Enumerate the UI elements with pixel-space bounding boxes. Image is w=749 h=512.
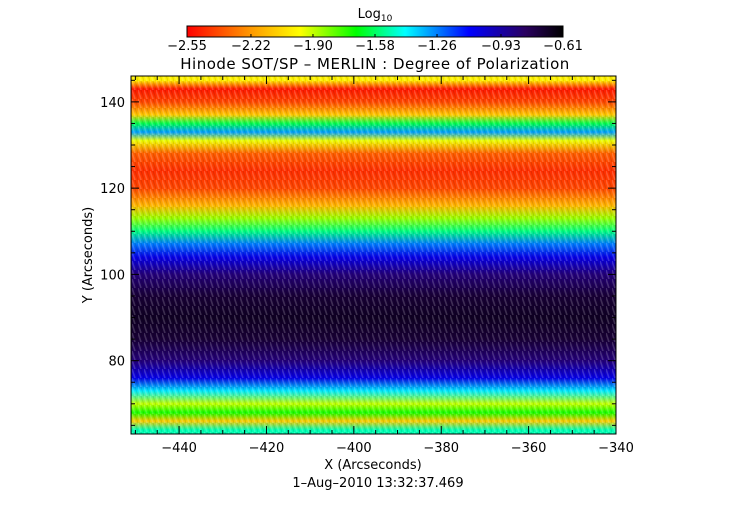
y-tick-label: 100 (100, 268, 125, 283)
heatmap-texture (131, 76, 616, 434)
y-tick-label: 140 (100, 96, 125, 111)
x-tick-label: −400 (336, 441, 372, 456)
y-axis-label: Y (Arcseconds) (81, 207, 96, 304)
y-tick-label: 120 (100, 182, 125, 197)
colorbar-tick-label: −2.55 (167, 39, 207, 54)
x-axis-label: X (Arcseconds) (324, 458, 421, 473)
x-axis-ticks: −440 −420 −400 −380 −360 −340 (134, 76, 634, 456)
y-axis-ticks: 80 100 120 140 (100, 79, 616, 426)
colorbar-ticks: −2.55 −2.22 −1.90 −1.58 −1.26 −0.93 −0.61 (167, 34, 583, 54)
colorbar-tick-label: −1.26 (417, 39, 457, 54)
heatmap-image (131, 76, 616, 434)
colorbar-tick-label: −0.61 (543, 39, 583, 54)
colorbar-label: Log10 (358, 7, 393, 24)
x-tick-label: −420 (249, 441, 285, 456)
colorbar-tick-label: −0.93 (481, 39, 521, 54)
x-tick-label: −340 (598, 441, 634, 456)
x-tick-label: −380 (423, 441, 459, 456)
x-tick-label: −440 (161, 441, 197, 456)
y-tick-label: 80 (108, 355, 125, 370)
plot-frame (130, 75, 617, 435)
colorbar-tick-label: −1.90 (293, 39, 333, 54)
colorbar-tick-label: −2.22 (231, 39, 271, 54)
chart-title: Hinode SOT/SP – MERLIN : Degree of Polar… (180, 55, 570, 73)
timestamp: 1–Aug–2010 13:32:37.469 (292, 476, 463, 491)
colorbar-tick-label: −1.58 (355, 39, 395, 54)
x-tick-label: −360 (511, 441, 547, 456)
